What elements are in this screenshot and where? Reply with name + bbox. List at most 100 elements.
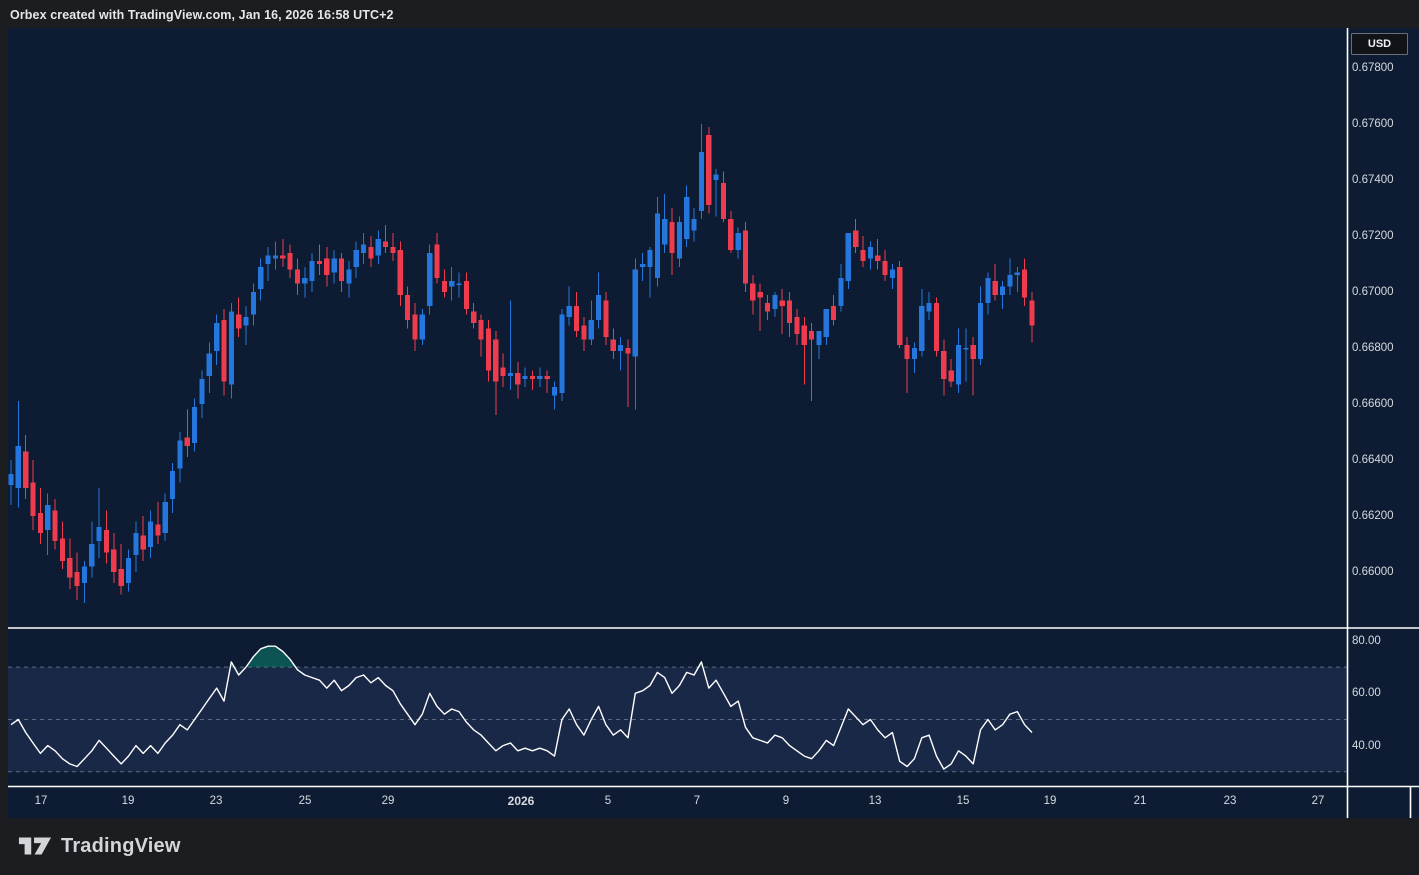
rsi-tick-label: 80.00 (1352, 635, 1381, 647)
candle-body (397, 250, 403, 295)
candle-body (471, 311, 477, 323)
candle-body (243, 317, 249, 326)
candle-body (772, 294, 778, 309)
candle-body (640, 264, 646, 267)
candle-body (647, 250, 653, 267)
candle-body (816, 331, 822, 346)
time-tick-label: 21 (1133, 795, 1147, 807)
candle-wick (319, 244, 320, 276)
candle-body (698, 152, 704, 211)
candle-wick (965, 328, 967, 382)
candle-body (206, 353, 212, 376)
candle-body (669, 222, 675, 253)
candle-body (713, 174, 719, 180)
candle-wick (972, 336, 974, 396)
candle-body (750, 283, 756, 301)
candle-body (684, 196, 690, 239)
candle-body (566, 306, 572, 318)
candle-body (845, 233, 851, 281)
candle-body (485, 328, 491, 371)
candle-body (588, 320, 594, 340)
candle-body (963, 348, 969, 350)
candle-body (383, 241, 389, 248)
candle-body (625, 348, 631, 354)
candle-body (258, 266, 264, 290)
candle-wick (759, 283, 761, 332)
candle-body (1029, 300, 1035, 326)
price-tick-label: 0.66200 (1352, 510, 1394, 522)
candle-body (74, 572, 80, 586)
candle-body (911, 348, 917, 360)
time-tick-label: 23 (1223, 795, 1237, 807)
time-tick-label: 19 (1043, 795, 1057, 807)
candle-body (529, 376, 536, 379)
candle-body (889, 269, 895, 278)
candle-body (45, 504, 51, 530)
currency-badge[interactable]: USD (1351, 33, 1408, 55)
candle-body (544, 376, 550, 379)
candle-body (977, 303, 984, 360)
candle-body (441, 280, 447, 292)
time-tick-label: 5 (604, 795, 612, 807)
candle-body (1000, 286, 1006, 295)
candle-wick (877, 238, 879, 270)
candle-body (919, 306, 925, 351)
candle-body (405, 294, 411, 320)
candle-body (603, 300, 609, 337)
candle-body (346, 269, 352, 284)
candle-body (148, 521, 154, 547)
candle-body (1007, 275, 1013, 287)
time-tick-label: 9 (782, 795, 790, 807)
candle-body (823, 308, 829, 337)
candle-body (140, 535, 146, 550)
candle-body (280, 255, 286, 259)
candle-body (860, 250, 866, 262)
candle-body (948, 370, 954, 382)
candle-body (1022, 269, 1028, 298)
candle-body (500, 367, 506, 376)
candle-body (331, 258, 337, 273)
candle-body (412, 314, 418, 340)
candle-wick (620, 336, 622, 371)
candle-body (8, 474, 14, 486)
candle-wick (157, 502, 159, 544)
candle-body (992, 280, 998, 295)
candle-body (757, 292, 763, 298)
time-tick-label: 25 (298, 795, 312, 807)
candle-body (522, 376, 528, 379)
price-tick-label: 0.67400 (1352, 174, 1394, 186)
candle-body (361, 244, 367, 253)
candle-body (125, 558, 132, 584)
candle-body (537, 376, 543, 379)
candle-body (691, 219, 697, 231)
candle-body (574, 306, 580, 332)
rsi-band (8, 667, 1348, 772)
time-tick-label: 15 (956, 795, 970, 807)
time-tick-label: 17 (34, 795, 48, 807)
candle-wick (510, 300, 511, 390)
candle-body (463, 280, 469, 309)
candle-body (324, 258, 330, 276)
tradingview-logo[interactable]: TradingView (18, 831, 181, 861)
candle-body (118, 569, 124, 586)
candle-body (155, 524, 161, 536)
candle-body (632, 269, 638, 357)
candle-body (596, 294, 602, 320)
time-tick-label: 29 (381, 795, 395, 807)
candle-body (199, 378, 205, 404)
candle-body (706, 135, 712, 206)
candle-body (801, 325, 807, 346)
candle-body (515, 373, 521, 385)
rsi-line (10, 645, 1033, 770)
candle-body (427, 252, 433, 306)
candle-wick (715, 168, 717, 217)
candle-body (81, 566, 88, 584)
candle-body (955, 345, 962, 385)
candle-body (735, 233, 741, 250)
candle-body (787, 300, 793, 323)
candle-body (853, 230, 859, 248)
candlestick-layer (8, 124, 1035, 603)
candle-body (831, 306, 837, 320)
candle-body (904, 345, 910, 360)
